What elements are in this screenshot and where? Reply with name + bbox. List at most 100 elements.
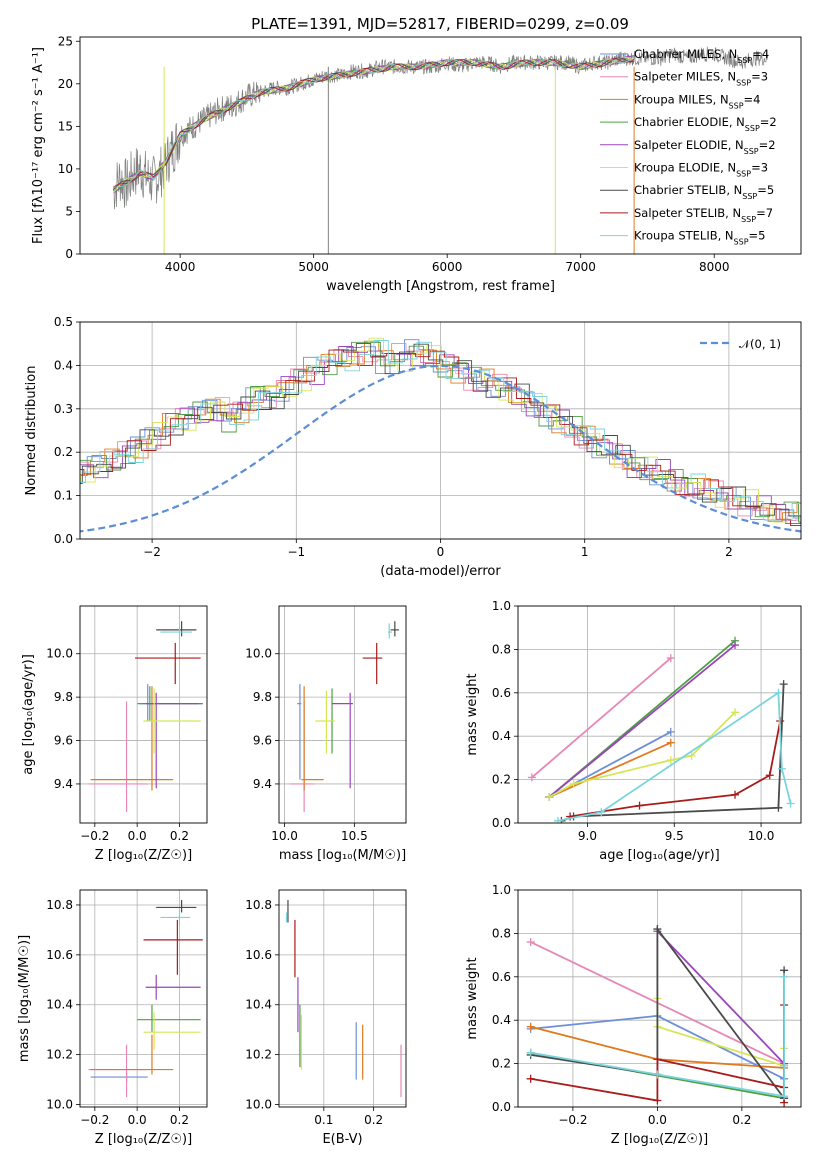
y-tick-label: 10.6 (46, 948, 73, 962)
weight-point-marker (774, 688, 783, 697)
histogram-series (80, 340, 801, 521)
weight-point-marker (731, 708, 740, 717)
errorbar-point (156, 899, 197, 913)
y-tick-label: 0.2 (54, 445, 73, 459)
x-tick-label: 0.0 (128, 829, 147, 843)
weight-point-marker (526, 938, 535, 947)
errorbar-point (90, 1072, 148, 1083)
y-tick-label: 9.6 (253, 734, 272, 748)
legend-entry: Salpeter ELODIE, NSSP=2 (634, 138, 776, 156)
histogram-series (80, 346, 801, 525)
weight-point-marker (653, 925, 662, 934)
model-spectrum-line (113, 55, 635, 189)
y-tick-label: 0.6 (492, 686, 511, 700)
y-axis-label: Flux [fλ10⁻¹⁷ erg cm⁻² s⁻¹ A⁻¹] (31, 47, 46, 244)
x-axis-label: age [log₁₀(age/yr)] (599, 848, 720, 863)
weight-series-line (561, 684, 785, 822)
y-tick-label: 9.8 (54, 690, 73, 704)
histogram-series (80, 343, 801, 522)
x-tick-label: 1 (581, 545, 589, 559)
legend-entry: Kroupa MILES, NSSP=4 (634, 92, 760, 110)
weight-point-marker (635, 801, 644, 810)
errorbar-point (156, 621, 197, 637)
x-tick-label: 0.2 (170, 829, 189, 843)
x-tick-label: 9.0 (578, 829, 597, 843)
weight-series-line (548, 741, 672, 798)
weight-series-line (548, 644, 736, 798)
errorbar-point (143, 1012, 201, 1050)
errorbar-point (88, 1044, 148, 1098)
figure-title: PLATE=1391, MJD=52817, FIBERID=0299, z=0… (251, 15, 629, 33)
axes-residuals: −2 −1 0 1 2 0.0 0.1 0.2 0.3 0.4 0.5 (data-model)/er… (24, 315, 802, 579)
model-spectrum-line (113, 57, 635, 190)
y-tick-label: 0.0 (492, 1100, 511, 1114)
y-tick-label: 0.0 (492, 816, 511, 830)
weight-point-marker (526, 1022, 535, 1031)
weight-point-marker (779, 680, 788, 689)
plot-area-age-vs-Z (88, 621, 203, 813)
x-tick-label: 10.0 (271, 829, 298, 843)
weight-point-marker (526, 1074, 535, 1083)
histogram-series (80, 343, 801, 517)
y-tick-label: 0.0 (54, 532, 73, 546)
plot-area-mass-vs-Z (88, 899, 203, 1098)
x-tick-label: −0.2 (558, 1113, 587, 1127)
y-tick-label: 0.4 (492, 729, 511, 743)
x-tick-label: 8000 (699, 260, 730, 274)
x-axis-label: E(B-V) (322, 1132, 362, 1147)
y-tick-label: 10.8 (245, 898, 272, 912)
y-tick-label: 20 (58, 77, 73, 91)
errorbar-point (390, 621, 400, 637)
axes-frame (79, 36, 802, 255)
model-spectrum-line (113, 57, 635, 191)
y-tick-label: 10.4 (46, 998, 73, 1012)
x-axis-label: mass [log₁₀(M/M☉)] (279, 848, 406, 863)
data-spectrum-line (113, 46, 768, 210)
y-tick-label: 0.4 (54, 358, 73, 372)
legend-entry: Chabrier ELODIE, NSSP=2 (634, 115, 777, 133)
y-tick-label: 10.4 (245, 998, 272, 1012)
axes-frame (79, 889, 208, 1108)
x-tick-label: 0.0 (128, 1113, 147, 1127)
plot-area-weight-vs-age (527, 636, 795, 823)
x-tick-label: −0.2 (80, 829, 109, 843)
errorbar-point (137, 684, 203, 722)
y-axis-label: mass weight (465, 957, 480, 1039)
errorbar-point (90, 686, 174, 791)
x-tick-label: 0.2 (364, 1113, 383, 1127)
x-axis-label: wavelength [Angstrom, rest frame] (326, 279, 555, 294)
y-tick-label: 0.2 (492, 1057, 511, 1071)
x-tick-label: 5000 (298, 260, 329, 274)
x-tick-label: 10.0 (748, 829, 775, 843)
histogram-series (80, 340, 801, 522)
errorbar-point (297, 684, 302, 780)
axes-frame (278, 605, 407, 824)
weight-point-marker (653, 1055, 662, 1064)
reference-legend-label: 𝒩(0, 1) (739, 337, 781, 351)
y-axis-label: mass [log₁₀(M/M☉)] (17, 935, 32, 1062)
weight-point-marker (666, 727, 675, 736)
model-spectrum-line (113, 58, 635, 188)
y-tick-label: 0.8 (492, 926, 511, 940)
errorbar-point (315, 690, 335, 754)
errorbar-point (290, 701, 314, 813)
errorbar-point (332, 692, 353, 789)
errorbar-point (387, 623, 393, 639)
x-tick-label: 0 (437, 545, 445, 559)
axes-frame (79, 605, 208, 824)
axes-mass-vs-ebv: 0.1 0.2 10.0 10.2 10.4 10.6 10.8 E(B-V) (245, 889, 407, 1147)
histogram-series (80, 337, 801, 523)
y-tick-label: 0 (65, 247, 73, 261)
weight-point-marker (545, 792, 554, 801)
weight-point-marker (765, 771, 774, 780)
weight-point-marker (780, 1061, 789, 1070)
errorbar-point (135, 642, 201, 685)
errorbar-point (301, 686, 324, 791)
weight-series-line (531, 657, 672, 779)
y-tick-label: 10.2 (245, 1048, 272, 1062)
weight-point-marker (553, 816, 562, 823)
spectrum-legend: Chabrier MILES, NSSP=4 Salpeter MILES, NS… (600, 47, 777, 246)
y-tick-label: 0.8 (492, 642, 511, 656)
errorbar-point (160, 909, 191, 925)
errorbar-point (137, 1004, 201, 1033)
